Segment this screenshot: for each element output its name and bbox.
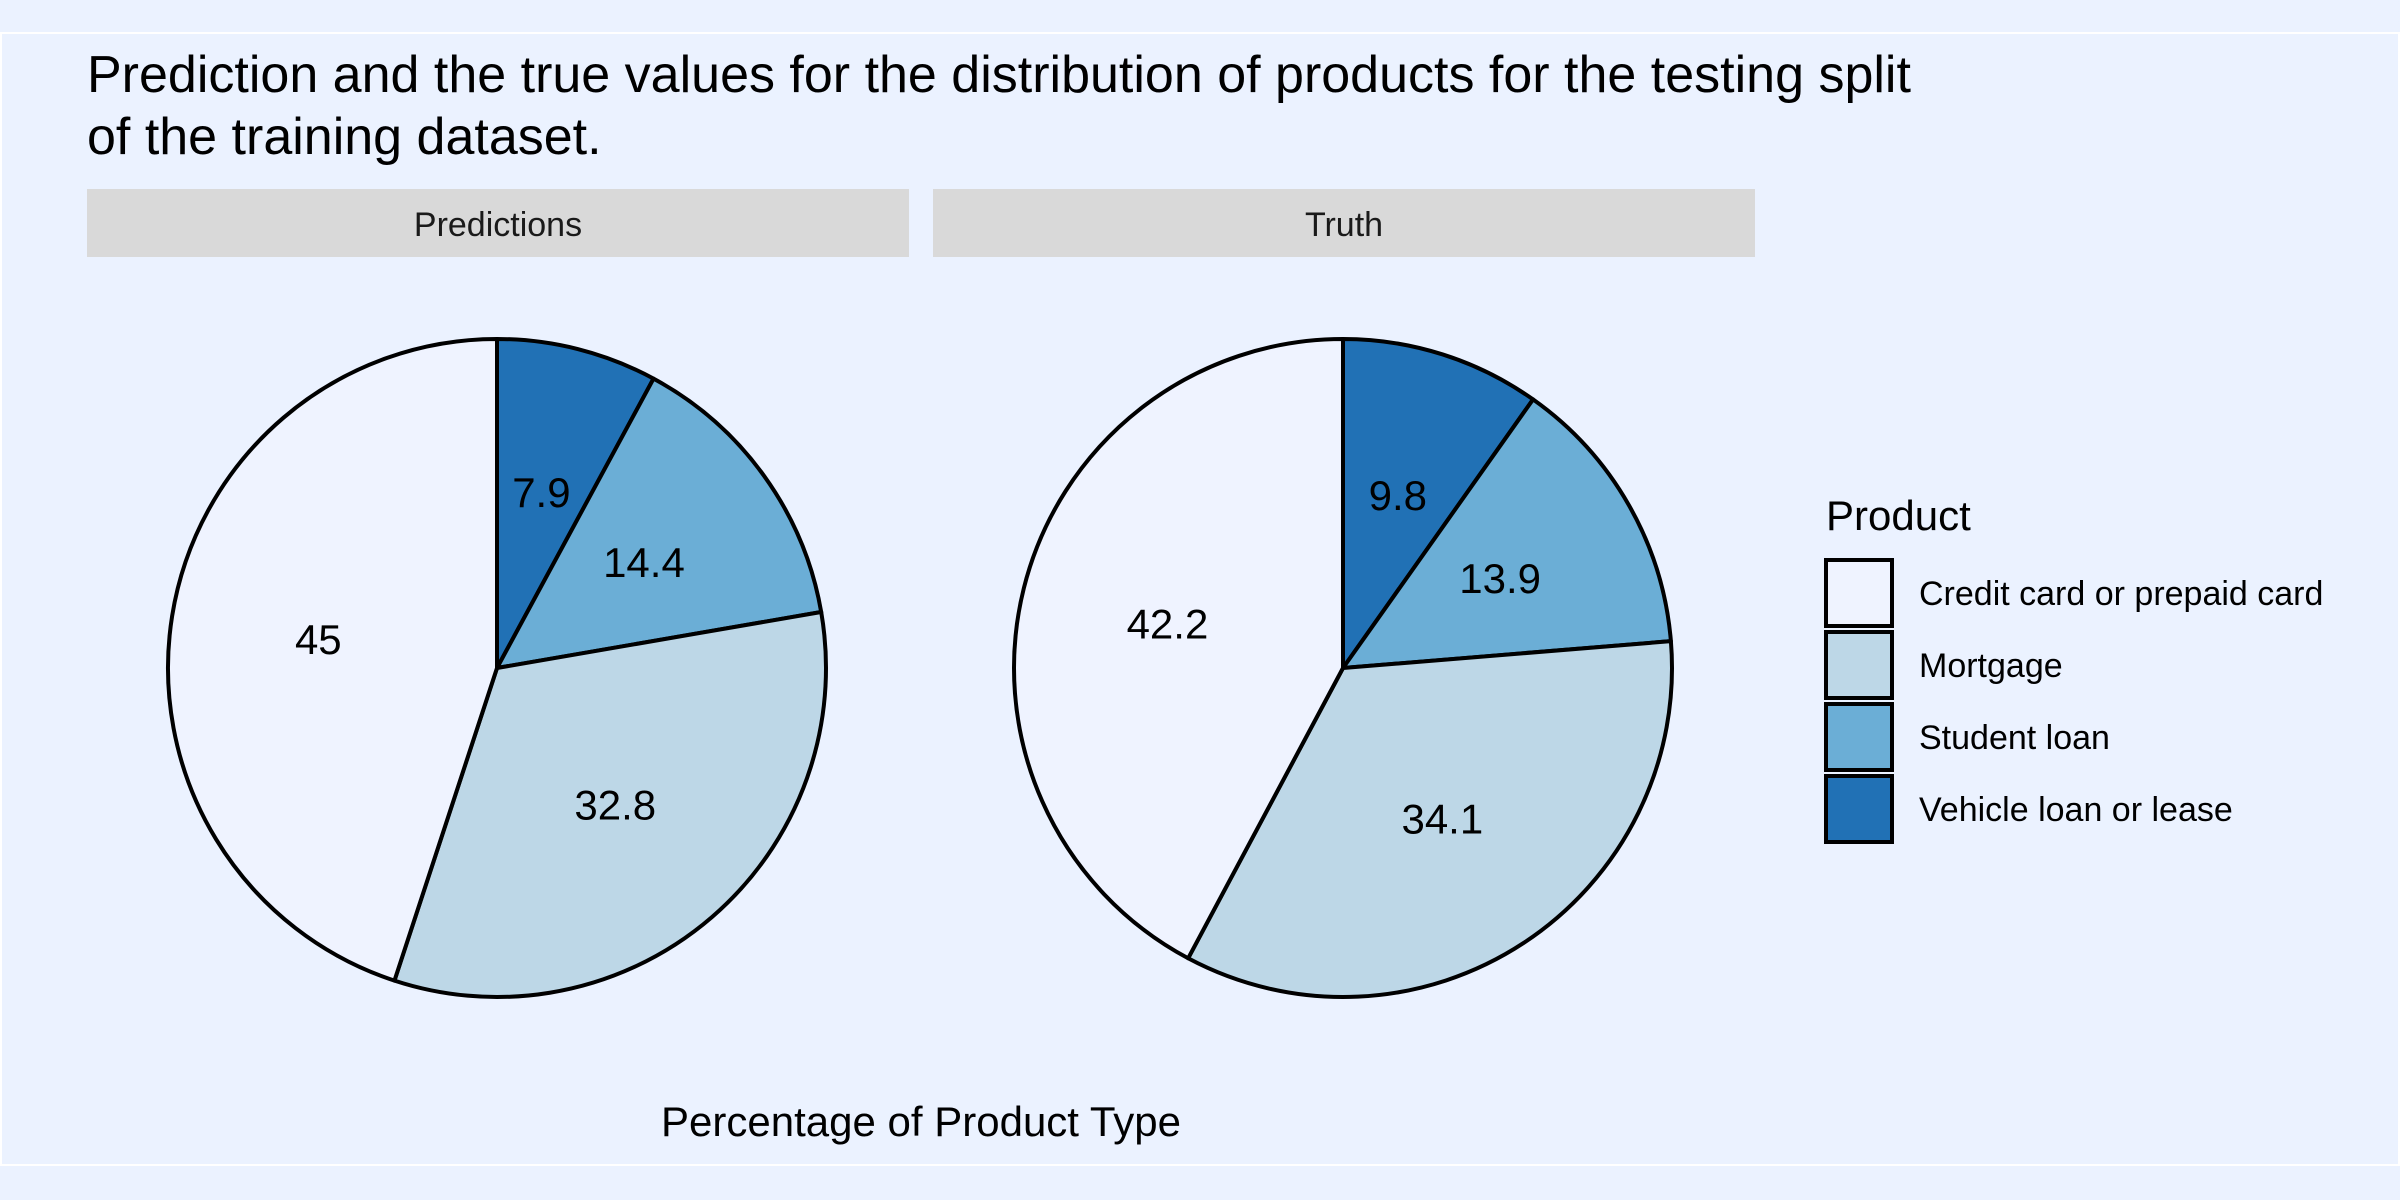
- slice-value-label: 42.2: [1127, 601, 1209, 648]
- slice-value-label: 13.9: [1459, 555, 1541, 602]
- pie-panel-predictions: Predictions 7.9 14.4 32.8 45: [87, 189, 909, 999]
- legend-label: Vehicle loan or lease: [1919, 791, 2233, 829]
- slice-value-label: 45: [295, 616, 342, 663]
- slice-value-label: 34.1: [1401, 796, 1483, 843]
- facet-strip: [87, 189, 909, 257]
- legend-swatch: [1824, 774, 1894, 844]
- chart-title-line-2: of the training dataset.: [87, 108, 602, 166]
- slice-value-label: 32.8: [574, 781, 656, 828]
- slice-value-label: 14.4: [603, 539, 685, 586]
- chart-title-line-1: Prediction and the true values for the d…: [87, 46, 1911, 104]
- slice-value-label: 9.8: [1369, 472, 1427, 519]
- legend-item: Credit card or prepaid card: [1824, 558, 2323, 628]
- pie-slice: [1186, 639, 1674, 999]
- legend-label: Credit card or prepaid card: [1919, 575, 2323, 613]
- pie-slice: [495, 337, 656, 670]
- legend-item: Student loan: [1824, 702, 2110, 772]
- legend-item: Vehicle loan or lease: [1824, 774, 2233, 844]
- legend-swatch: [1824, 558, 1894, 628]
- legend-label: Mortgage: [1919, 647, 2063, 685]
- facet-panels: Predictions 7.9 14.4 32.8 45 Truth 9.8 13.9 34.1…: [87, 189, 1755, 999]
- legend-swatch: [1824, 702, 1894, 772]
- legend-title: Product: [1826, 492, 1971, 539]
- slice-value-label: 7.9: [512, 469, 570, 516]
- pie-panel-truth: Truth 9.8 13.9 34.1 42.2: [933, 189, 1755, 999]
- pie-slice: [1341, 337, 1536, 670]
- legend: Product Credit card or prepaid card Mortga…: [1824, 492, 2323, 844]
- facet-strip: [933, 189, 1755, 257]
- pie-slice: [495, 376, 824, 670]
- legend-swatch: [1824, 630, 1894, 700]
- legend-item: Mortgage: [1824, 630, 2063, 700]
- x-axis-label: Percentage of Product Type: [661, 1098, 1181, 1145]
- pie-slice: [166, 337, 499, 983]
- pie-slice: [1341, 397, 1673, 670]
- pie-slice: [1012, 337, 1345, 961]
- facet-strip-label: Predictions: [414, 206, 582, 244]
- facet-strip-label: Truth: [1305, 206, 1383, 244]
- pie-slice: [392, 610, 828, 999]
- legend-label: Student loan: [1919, 719, 2110, 757]
